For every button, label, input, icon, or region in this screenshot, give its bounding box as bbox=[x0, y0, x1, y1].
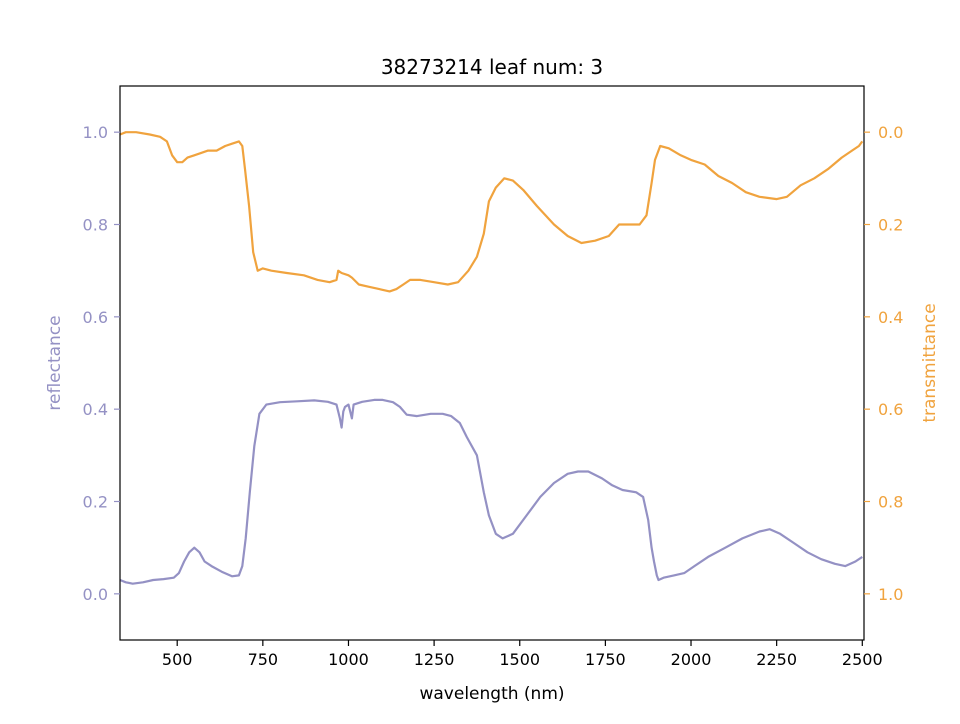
y-left-tick-label: 0.8 bbox=[83, 216, 108, 235]
x-tick-label: 750 bbox=[248, 650, 279, 669]
y-right-tick-label: 1.0 bbox=[878, 585, 903, 604]
chart-title: 38273214 leaf num: 3 bbox=[381, 55, 603, 79]
transmittance-series-line bbox=[119, 131, 864, 293]
y-right-tick-label: 0.6 bbox=[878, 400, 903, 419]
series-layer bbox=[119, 131, 864, 585]
y-left-tick-label: 0.6 bbox=[83, 308, 108, 327]
x-tick-label: 1500 bbox=[499, 650, 540, 669]
y-left-tick-label: 0.2 bbox=[83, 493, 108, 512]
x-axis: 500 750 1000 1250 1500 1750 2000 2250 2500 bbox=[162, 640, 883, 669]
y-right-tick-label: 0.4 bbox=[878, 308, 903, 327]
x-tick-label: 2000 bbox=[671, 650, 712, 669]
y-right-tick-label: 0.2 bbox=[878, 216, 903, 235]
y-axis-left-label: reflectance bbox=[45, 315, 65, 410]
y-axis-left: 0.0 0.2 0.4 0.6 0.8 1.0 bbox=[83, 123, 120, 604]
x-tick-label: 1750 bbox=[585, 650, 626, 669]
x-tick-label: 2500 bbox=[842, 650, 883, 669]
x-tick-label: 500 bbox=[162, 650, 193, 669]
y-right-tick-label: 0.0 bbox=[878, 123, 903, 142]
x-axis-label: wavelength (nm) bbox=[419, 684, 564, 704]
y-axis-right: 0.0 0.2 0.4 0.6 0.8 1.0 bbox=[864, 123, 903, 604]
plot-frame bbox=[119, 85, 865, 641]
y-right-tick-label: 0.8 bbox=[878, 493, 903, 512]
x-tick-label: 2250 bbox=[756, 650, 797, 669]
y-left-tick-label: 0.4 bbox=[83, 400, 108, 419]
reflectance-series-line bbox=[119, 398, 863, 585]
x-tick-label: 1000 bbox=[328, 650, 369, 669]
y-axis-right-label: transmittance bbox=[920, 303, 940, 422]
y-left-tick-label: 0.0 bbox=[83, 585, 108, 604]
x-tick-label: 1250 bbox=[414, 650, 455, 669]
y-left-tick-label: 1.0 bbox=[83, 123, 108, 142]
